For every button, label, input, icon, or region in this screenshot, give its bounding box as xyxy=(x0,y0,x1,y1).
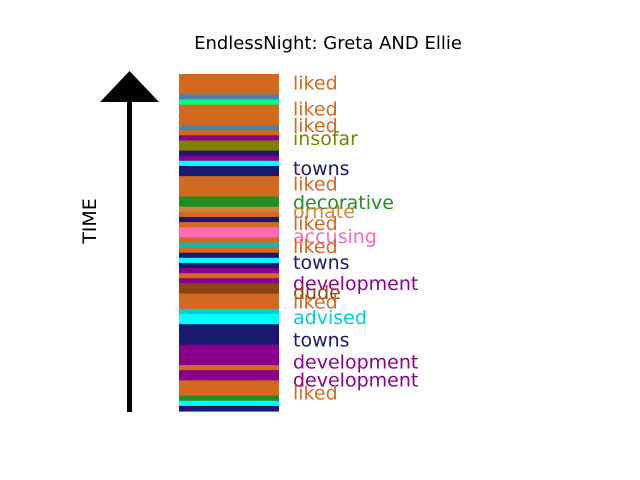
stripe xyxy=(179,252,279,259)
stripe xyxy=(179,99,279,106)
stripe xyxy=(179,303,279,310)
stripe xyxy=(179,216,279,223)
stripe xyxy=(179,125,279,131)
stripe xyxy=(179,319,279,325)
word-label: liked xyxy=(293,73,338,95)
stripe xyxy=(179,150,279,157)
stripe xyxy=(179,79,279,85)
stripe xyxy=(179,201,279,208)
word-label: liked xyxy=(293,213,338,235)
stripe xyxy=(179,339,279,346)
word-labels: likedlikedlikedinsofartownslikeddecorati… xyxy=(293,73,418,405)
time-axis-arrowhead xyxy=(100,71,159,102)
stripe xyxy=(179,211,279,218)
stripe xyxy=(179,354,279,361)
stripe xyxy=(179,400,279,407)
time-axis xyxy=(100,71,159,412)
stripe xyxy=(179,375,279,381)
stripe xyxy=(179,344,279,351)
stripe xyxy=(179,242,279,249)
stripe xyxy=(179,359,279,366)
stripe xyxy=(179,390,279,397)
stripe xyxy=(179,181,279,187)
stripe xyxy=(179,227,279,233)
stripe xyxy=(179,257,279,264)
word-label: insofar xyxy=(293,128,358,150)
stripe xyxy=(179,94,279,101)
stripe xyxy=(179,74,279,80)
stripe-column xyxy=(179,74,279,412)
stripe xyxy=(179,370,279,376)
stripe xyxy=(179,165,279,172)
word-label: liked xyxy=(293,383,338,405)
stripe xyxy=(179,329,279,336)
word-label: liked xyxy=(293,99,338,121)
stripe xyxy=(179,89,279,96)
word-label: accusing xyxy=(293,226,377,248)
stripe xyxy=(179,114,279,121)
stripe xyxy=(179,395,279,402)
stripe xyxy=(179,232,279,238)
y-axis-label: TIME xyxy=(79,198,101,245)
word-label: liked xyxy=(293,291,338,313)
stripe xyxy=(179,308,279,315)
stripe xyxy=(179,176,279,182)
stripe xyxy=(179,380,279,387)
stripe xyxy=(179,385,279,392)
stripe xyxy=(179,171,279,177)
chart-title: EndlessNight: Greta AND Ellie xyxy=(194,33,462,54)
stripe xyxy=(179,365,279,371)
word-label: development xyxy=(293,351,418,373)
stripe xyxy=(179,84,279,90)
word-label: dude xyxy=(293,282,341,304)
word-label: decorative xyxy=(293,192,394,214)
word-label: liked xyxy=(293,115,338,137)
stripe xyxy=(179,283,279,290)
stripe xyxy=(179,196,279,203)
stripe xyxy=(179,140,279,147)
word-label: towns xyxy=(293,158,350,180)
stripe xyxy=(179,334,279,341)
stripe xyxy=(179,160,279,167)
stripe xyxy=(179,186,279,193)
stripe xyxy=(179,155,279,162)
stripe xyxy=(179,273,279,279)
stripe xyxy=(179,293,279,300)
stripe xyxy=(179,206,279,213)
stripe xyxy=(179,104,279,111)
stripe xyxy=(179,109,279,116)
stripe xyxy=(179,145,279,152)
stripe xyxy=(179,313,279,320)
stripe xyxy=(179,298,279,305)
stripe xyxy=(179,191,279,198)
word-label: towns xyxy=(293,252,350,274)
word-label: liked xyxy=(293,236,338,258)
stripe xyxy=(179,130,279,136)
word-label: development xyxy=(293,273,418,295)
stripe xyxy=(179,405,279,412)
word-label: towns xyxy=(293,329,350,351)
stripe xyxy=(179,119,279,126)
stripe xyxy=(179,278,279,284)
stripe xyxy=(179,288,279,295)
stripe xyxy=(179,247,279,254)
stripe xyxy=(179,135,279,141)
stripe xyxy=(179,262,279,269)
word-label: development xyxy=(293,370,418,392)
word-label: liked xyxy=(293,174,338,196)
stripe xyxy=(179,324,279,330)
stripe xyxy=(179,268,279,274)
stripe xyxy=(179,222,279,228)
stripe xyxy=(179,237,279,244)
word-label: ornate xyxy=(293,201,355,223)
stripe xyxy=(179,349,279,356)
word-label: advised xyxy=(293,307,367,329)
